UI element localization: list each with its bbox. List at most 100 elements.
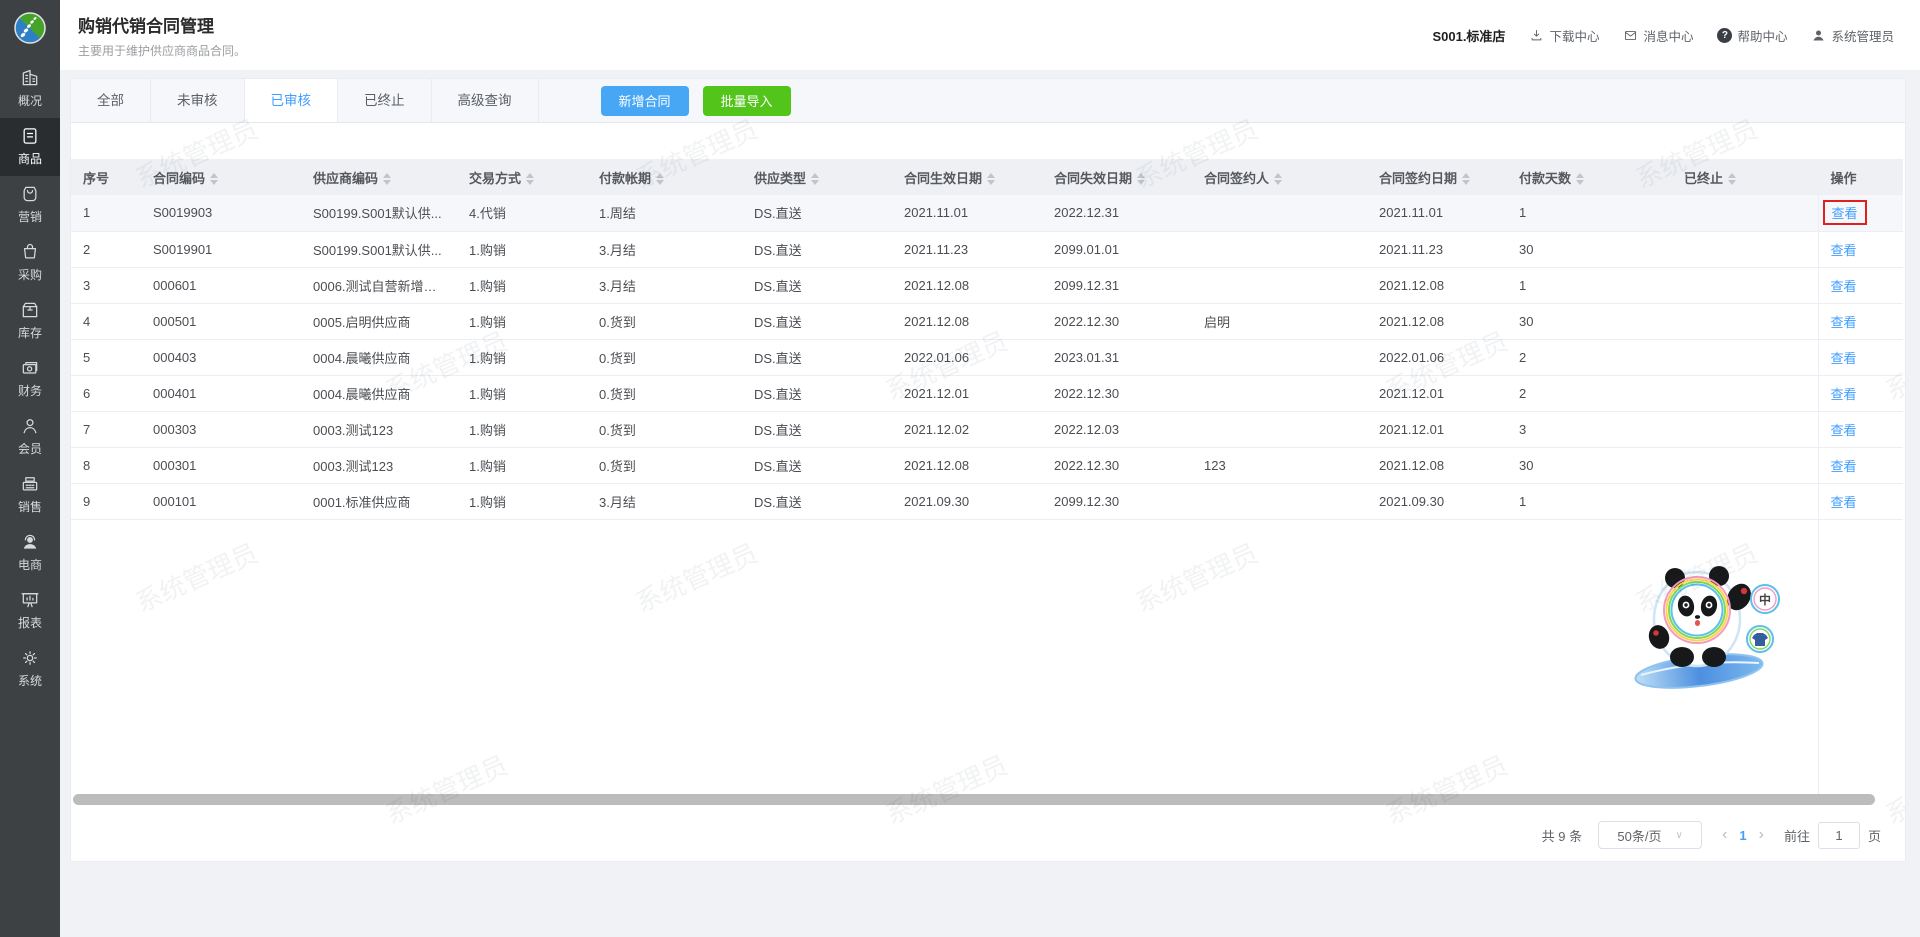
table-cell: 2022.01.06 [892, 339, 1042, 376]
sidebar-item-label: 库存 [17, 326, 42, 340]
store-name[interactable]: S001.标准店 [1432, 28, 1506, 44]
batch-import-button[interactable]: 批量导入 [702, 85, 791, 116]
next-page-button[interactable]: › [1758, 826, 1764, 843]
sort-caret-icon[interactable] [1462, 173, 1471, 186]
sidebar-item-会员[interactable]: 会员 [0, 408, 60, 466]
sidebar-item-概况[interactable]: 概况 [0, 60, 60, 118]
sort-caret-icon[interactable] [1728, 173, 1737, 186]
contracts-table: 序号 合同编码 供应商编码 交易方式 付款帐期 供应类型 合同生效日期 合同失效日期 合同签约人… [71, 159, 1903, 520]
marketing-icon [20, 184, 40, 204]
sidebar-item-销售[interactable]: 销售 [0, 466, 60, 524]
sort-caret-icon[interactable] [987, 173, 996, 186]
table-cell: 6 [71, 375, 141, 412]
sort-caret-icon[interactable] [383, 173, 392, 186]
sort-caret-icon[interactable] [1137, 173, 1146, 186]
table-cell: 000301 [141, 447, 301, 484]
goto-page-input[interactable] [1817, 821, 1860, 849]
table-cell: 2022.01.06 [1367, 339, 1507, 376]
top-link-下载中心[interactable]: 下载中心 [1529, 26, 1599, 45]
column-header-合同签约日期[interactable]: 合同签约日期 [1367, 159, 1507, 195]
current-page[interactable]: 1 [1739, 827, 1747, 843]
column-header-合同生效日期[interactable]: 合同生效日期 [892, 159, 1042, 195]
table-cell: 000601 [141, 267, 301, 304]
table-cell: 0003.测试123 [301, 447, 457, 484]
sidebar-item-库存[interactable]: 库存 [0, 292, 60, 350]
table-cell: 2021.11.23 [1367, 231, 1507, 268]
sort-caret-icon[interactable] [210, 173, 219, 186]
action-cell: 查看 [1817, 411, 1903, 448]
table-cell: 2022.12.03 [1042, 411, 1192, 448]
table-row: 7 000303 0003.测试123 1.购销 0.货到 DS.直送 2021.12.02… [71, 411, 1903, 448]
view-link[interactable]: 查看 [1830, 350, 1857, 366]
table-cell: 2021.12.01 [1367, 411, 1507, 448]
horizontal-scrollbar[interactable] [73, 794, 1875, 805]
prev-page-button[interactable]: ‹ [1722, 826, 1728, 843]
column-header-合同失效日期[interactable]: 合同失效日期 [1042, 159, 1192, 195]
sort-caret-icon[interactable] [811, 173, 820, 186]
sidebar-item-营销[interactable]: 营销 [0, 176, 60, 234]
help-icon: ? [1717, 27, 1733, 43]
add-contract-button[interactable]: 新增合同 [600, 85, 689, 116]
message-icon [1623, 28, 1638, 43]
column-header-付款帐期[interactable]: 付款帐期 [587, 159, 742, 195]
action-cell: 查看 [1817, 375, 1903, 412]
column-header-供应商编码[interactable]: 供应商编码 [301, 159, 457, 195]
sidebar-item-财务[interactable]: 财务 [0, 350, 60, 408]
top-link-帮助中心[interactable]: ? 帮助中心 [1717, 26, 1787, 45]
action-cell: 查看 [1817, 339, 1903, 376]
tab-高级查询[interactable]: 高级查询 [432, 79, 539, 122]
view-link[interactable]: 查看 [1830, 386, 1857, 402]
top-link-消息中心[interactable]: 消息中心 [1623, 26, 1693, 45]
overview-icon [20, 68, 40, 88]
view-link[interactable]: 查看 [1830, 422, 1857, 438]
table-cell: 1.购销 [457, 483, 587, 520]
column-header-序号: 序号 [71, 159, 141, 195]
table-cell: 0006.测试自营新增供... [301, 267, 457, 304]
column-label: 合同编码 [153, 170, 206, 186]
column-label: 合同签约人 [1204, 170, 1270, 186]
column-header-已终止[interactable]: 已终止 [1672, 159, 1818, 195]
page-size-select[interactable]: 50条/页 ∨ [1598, 821, 1703, 849]
table-cell: 000303 [141, 411, 301, 448]
table-cell: 2099.12.31 [1042, 267, 1192, 304]
tab-已审核[interactable]: 已审核 [244, 79, 338, 122]
table-cell: 3.月结 [587, 483, 742, 520]
tab-未审核[interactable]: 未审核 [151, 79, 245, 122]
sidebar-item-采购[interactable]: 采购 [0, 234, 60, 292]
column-header-供应类型[interactable]: 供应类型 [742, 159, 892, 195]
table-cell [1672, 375, 1818, 412]
table-cell: 0001.标准供应商 [301, 483, 457, 520]
sidebar-item-系统[interactable]: 系统 [0, 640, 60, 698]
view-link[interactable]: 查看 [1830, 278, 1857, 294]
top-link-系统管理员[interactable]: 系统管理员 [1811, 26, 1894, 45]
column-header-付款天数[interactable]: 付款天数 [1507, 159, 1672, 195]
sidebar-item-电商[interactable]: 电商 [0, 524, 60, 582]
column-header-合同签约人[interactable]: 合同签约人 [1192, 159, 1367, 195]
table-cell: DS.直送 [742, 411, 892, 448]
sort-caret-icon[interactable] [526, 173, 535, 186]
app-logo-icon[interactable] [10, 8, 50, 48]
view-link[interactable]: 查看 [1830, 458, 1857, 474]
tab-全部[interactable]: 全部 [71, 79, 151, 122]
goto-label: 前往 [1783, 828, 1810, 844]
view-link[interactable]: 查看 [1831, 206, 1858, 222]
column-header-交易方式[interactable]: 交易方式 [457, 159, 587, 195]
sidebar-item-商品[interactable]: 商品 [0, 118, 60, 176]
sidebar-item-报表[interactable]: 报表 [0, 582, 60, 640]
table-cell: DS.直送 [742, 483, 892, 520]
column-header-合同编码[interactable]: 合同编码 [141, 159, 301, 195]
sort-caret-icon[interactable] [1576, 173, 1585, 186]
table-cell: 3 [71, 267, 141, 304]
view-link[interactable]: 查看 [1830, 242, 1857, 258]
download-icon [1529, 28, 1544, 43]
panda-mascot-illustration: 中 [1634, 566, 1780, 689]
sort-caret-icon[interactable] [1274, 173, 1283, 186]
view-link[interactable]: 查看 [1830, 494, 1857, 510]
table-cell [1192, 411, 1367, 448]
sort-caret-icon[interactable] [656, 173, 665, 186]
table-body: 1 S0019903 S00199.S001默认供... 4.代销 1.周结 DS.直送 2… [71, 195, 1903, 520]
column-label: 供应类型 [754, 170, 807, 186]
table-row: 5 000403 0004.晨曦供应商 1.购销 0.货到 DS.直送 2022.01.06… [71, 339, 1903, 376]
tab-已终止[interactable]: 已终止 [338, 79, 432, 122]
view-link[interactable]: 查看 [1830, 314, 1857, 330]
